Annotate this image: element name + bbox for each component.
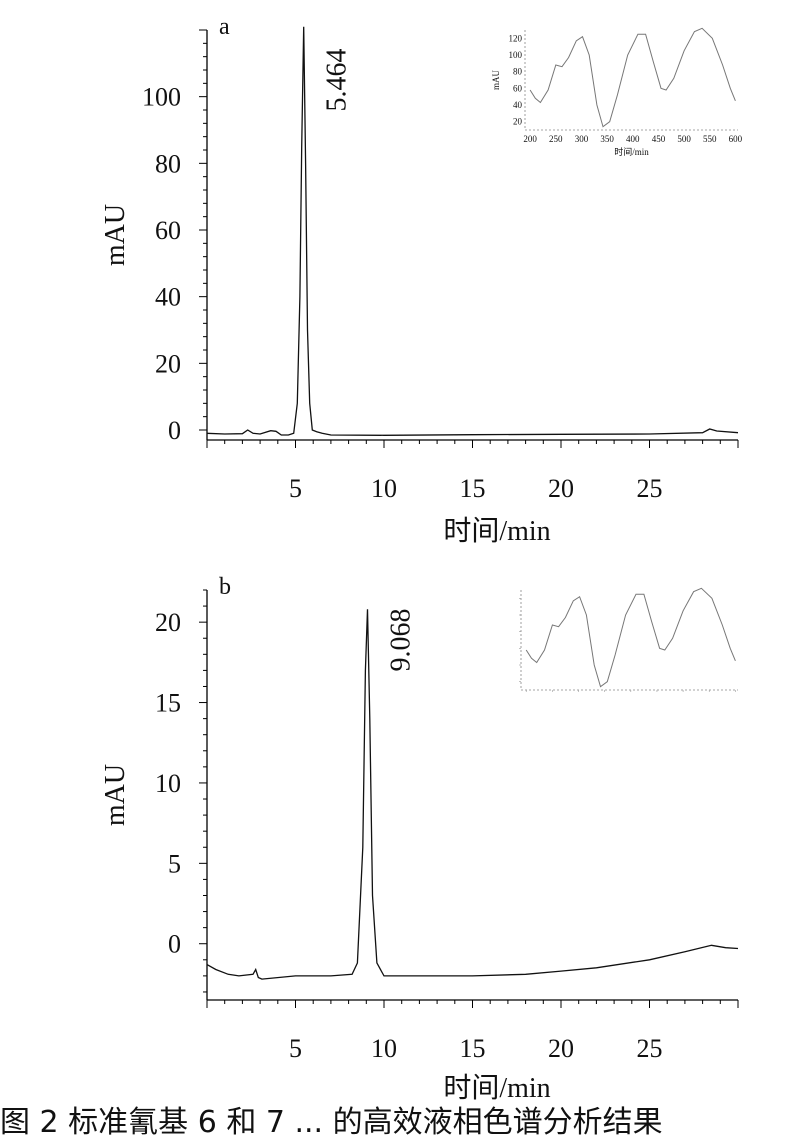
inset-y-tick-label: 80 [513,67,523,77]
inset-x-tick-label: 250 [549,134,563,144]
inset-y-axis-title: mAU [491,70,501,91]
y-tick-label: 40 [155,283,181,312]
x-tick-label: 15 [460,474,486,503]
inset-x-tick-label: 600 [729,134,743,144]
x-tick-label: 10 [371,1034,397,1063]
inset-x-tick-label: 300 [575,134,589,144]
inset-x-tick-label: 350 [600,134,614,144]
inset-x-tick-label: 500 [677,134,691,144]
figure-caption: 图 2 标准氰基 6 和 7 ... 的高效液相色谱分析结果 [0,1105,663,1140]
y-tick-label: 0 [168,930,181,959]
y-tick-label: 100 [142,83,181,112]
y-tick-label: 10 [155,769,181,798]
y-tick-label: 15 [155,689,181,718]
x-tick-label: 25 [637,474,663,503]
y-tick-label: 20 [155,608,181,637]
inset-y-tick-label: 120 [509,33,523,43]
inset-x-tick-label: 550 [703,134,717,144]
y-axis-title: mAU [100,204,131,266]
inset-spectrum-line [525,587,736,688]
x-tick-label: 20 [548,474,574,503]
chromatogram-line [206,26,739,436]
x-tick-label: 25 [637,1034,663,1063]
x-axis-title: 时间/min [443,1072,550,1104]
peak-label: 9.068 [386,609,417,672]
peak-label: 5.464 [322,49,353,112]
y-tick-label: 60 [155,216,181,245]
panel-b: 0 5 10 15 20 5 10 15 20 25 mAU 时间/min b 9.068 [100,574,739,1104]
inset-y-tick-label: 20 [513,117,523,127]
x-tick-label: 15 [460,1034,486,1063]
inset-x-tick-label: 450 [652,134,666,144]
chromatogram-line [206,609,739,980]
y-axis-title: mAU [100,764,131,826]
x-axis-title: 时间/min [443,515,550,547]
inset-y-tick-label: 40 [513,100,523,110]
y-tick-label: 80 [155,149,181,178]
inset-spectrum [519,587,738,692]
y-tick-label: 20 [155,349,181,378]
panel-label: b [219,574,231,600]
y-tick-label: 0 [168,416,181,445]
y-tick-label: 5 [168,849,181,878]
inset-spectrum-line [529,27,736,128]
inset-y-tick-label: 60 [513,83,523,93]
x-tick-label: 5 [289,474,302,503]
panel-label: a [219,14,230,40]
inset-x-tick-label: 400 [626,134,640,144]
x-tick-label: 10 [371,474,397,503]
inset-y-tick-label: 100 [509,50,523,60]
panel-a: 0 20 40 60 80 100 5 10 15 20 25 mAU 时间/min a 5.464 20 40… [100,14,743,547]
x-tick-label: 5 [289,1034,302,1063]
x-tick-label: 20 [548,1034,574,1063]
inset-spectrum: 20 40 60 80 100 120 200 250 300 350 400 450 500 550 60… [491,27,743,157]
inset-x-axis-title: 时间/min [614,146,649,157]
inset-x-tick-label: 200 [523,134,537,144]
